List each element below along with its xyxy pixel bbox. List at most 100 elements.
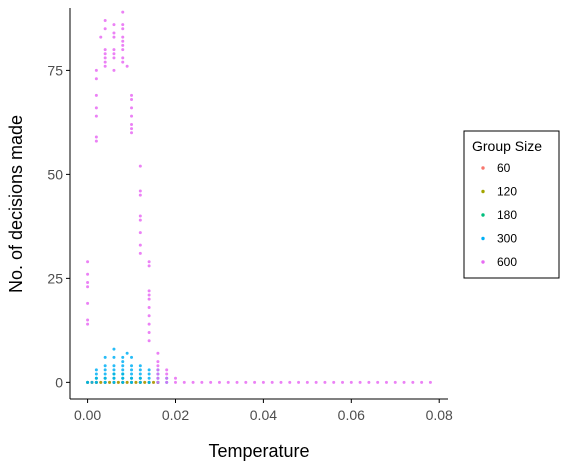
- data-point-300: [138, 368, 142, 372]
- data-point-120: [134, 380, 138, 384]
- data-point-300: [138, 376, 142, 380]
- data-point-300: [121, 372, 125, 376]
- legend-box: [463, 130, 560, 279]
- data-point-600: [112, 31, 116, 35]
- data-point-300: [86, 380, 90, 384]
- data-point-600: [121, 43, 125, 47]
- data-point-300: [112, 364, 116, 368]
- data-point-600: [86, 318, 90, 322]
- data-point-300: [121, 360, 125, 364]
- data-point-600: [173, 376, 177, 380]
- data-point-300: [103, 364, 107, 368]
- data-point-600: [86, 272, 90, 276]
- data-point-300: [147, 380, 151, 384]
- data-point-600: [138, 251, 142, 255]
- data-point-600: [349, 380, 353, 384]
- data-point-120: [116, 380, 120, 384]
- data-point-600: [428, 380, 432, 384]
- data-point-600: [209, 380, 213, 384]
- data-point-600: [165, 368, 169, 372]
- data-point-300: [94, 380, 98, 384]
- data-point-600: [244, 380, 248, 384]
- data-point-600: [393, 380, 397, 384]
- data-point-600: [156, 376, 160, 380]
- data-point-600: [420, 380, 424, 384]
- data-point-300: [103, 380, 107, 384]
- data-point-600: [130, 98, 134, 102]
- data-point-600: [226, 380, 230, 384]
- data-point-300: [94, 376, 98, 380]
- data-point-600: [121, 10, 125, 14]
- data-point-600: [314, 380, 318, 384]
- data-point-300: [103, 368, 107, 372]
- data-point-300: [103, 376, 107, 380]
- data-point-600: [147, 260, 151, 264]
- data-point-600: [147, 322, 151, 326]
- data-point-600: [103, 27, 107, 31]
- legend-label-60: 60: [497, 161, 511, 175]
- legend-key-120: [481, 189, 485, 194]
- data-point-600: [182, 380, 186, 384]
- data-point-600: [384, 380, 388, 384]
- data-point-300: [121, 368, 125, 372]
- data-point-600: [138, 193, 142, 197]
- data-point-600: [130, 127, 134, 131]
- data-point-600: [191, 380, 195, 384]
- data-point-120: [125, 380, 129, 384]
- data-point-600: [112, 56, 116, 60]
- data-point-120: [108, 380, 112, 384]
- data-point-600: [341, 380, 345, 384]
- data-point-600: [112, 48, 116, 52]
- data-point-600: [112, 52, 116, 56]
- legend-label-300: 300: [497, 232, 517, 246]
- y-tick-label: 0: [55, 374, 63, 390]
- data-point-300: [147, 372, 151, 376]
- y-tick-label: 75: [47, 62, 63, 78]
- data-point-300: [138, 372, 142, 376]
- legend-title: Group Size: [472, 138, 542, 154]
- legend-key-300: [481, 236, 485, 241]
- data-point-600: [103, 64, 107, 68]
- data-point-600: [121, 60, 125, 64]
- y-tick-label: 50: [47, 166, 63, 182]
- data-point-600: [130, 114, 134, 118]
- data-point-600: [138, 189, 142, 193]
- data-point-600: [147, 289, 151, 293]
- data-point-300: [138, 380, 142, 384]
- data-point-600: [94, 135, 98, 139]
- x-axis-title: Temperature: [208, 441, 309, 461]
- data-point-600: [261, 380, 265, 384]
- data-point-600: [270, 380, 274, 384]
- data-point-300: [112, 372, 116, 376]
- data-point-600: [86, 260, 90, 264]
- legend: Group Size 60 120 180 300 600: [463, 130, 560, 279]
- data-point-600: [121, 39, 125, 43]
- data-point-300: [130, 376, 134, 380]
- data-point-600: [323, 380, 327, 384]
- data-point-600: [376, 380, 380, 384]
- data-point-600: [103, 56, 107, 60]
- data-point-600: [138, 231, 142, 235]
- data-point-600: [147, 330, 151, 334]
- data-point-300: [121, 380, 125, 384]
- data-point-600: [86, 285, 90, 289]
- data-point-300: [94, 372, 98, 376]
- data-point-600: [94, 114, 98, 118]
- data-point-600: [147, 293, 151, 297]
- data-point-600: [121, 35, 125, 39]
- data-point-600: [147, 305, 151, 309]
- data-point-600: [288, 380, 292, 384]
- y-axis-title: No. of decisions made: [6, 115, 26, 293]
- data-point-600: [253, 380, 257, 384]
- data-point-600: [99, 35, 103, 39]
- data-point-600: [103, 60, 107, 64]
- data-point-120: [152, 380, 156, 384]
- legend-key-60: [481, 166, 485, 170]
- data-point-600: [130, 131, 134, 135]
- legend-label-180: 180: [497, 208, 517, 222]
- data-point-600: [156, 360, 160, 364]
- data-point-600: [165, 372, 169, 376]
- data-point-600: [121, 56, 125, 60]
- data-point-600: [402, 380, 406, 384]
- data-point-300: [112, 368, 116, 372]
